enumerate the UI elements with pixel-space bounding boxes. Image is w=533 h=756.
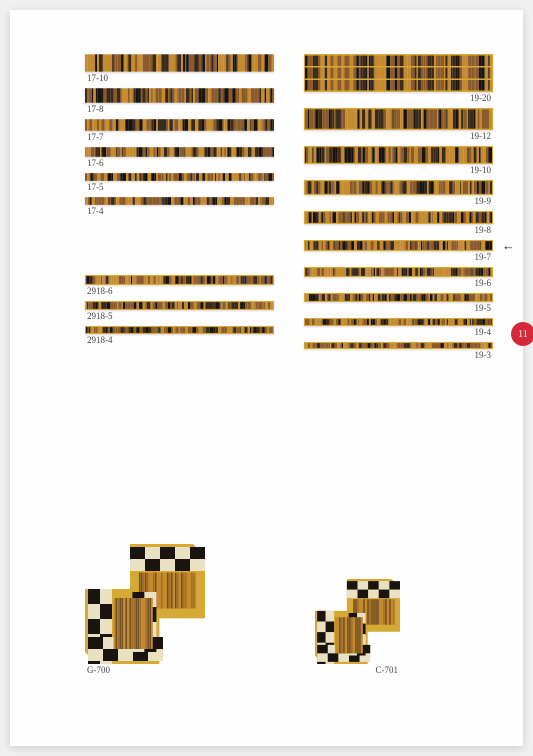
strip-label: 19-8 [473,224,494,236]
strip-sample: 19-6 [304,267,493,289]
strip-sample: 19-5 [304,293,493,314]
strip-sample: 19-3 [304,342,493,361]
strip-sample: 19-7← [304,240,493,263]
strip-sample: 2918-4 [85,326,274,346]
strip-label: 17-7 [85,131,106,143]
strip-sample: 19-4 [304,318,493,338]
strip-label: 17-6 [85,157,106,169]
strip-sample: 19-12 [304,108,493,142]
corner-sample: G-700 [85,544,205,676]
strip-sample: 2918-5 [85,301,274,322]
spacer [85,221,274,271]
strip-label: 19-12 [468,130,493,142]
strip-label: 2918-6 [85,285,115,297]
strip-sample: 17-8 [85,88,274,115]
strip-sample: 17-4 [85,197,274,217]
strip-label: 19-7 [473,251,494,263]
strip-sample: 17-6 [85,147,274,169]
strip-label: 2918-5 [85,310,115,322]
strip-label: 2918-4 [85,334,115,346]
corner-label: G-700 [85,664,112,676]
left-column: 17-10 17-8 17-7 17-6 17-5 17-4 2918-6 2918-5 291… [85,54,274,361]
strip-label: 17-4 [85,205,106,217]
strip-sample: 19-20 [304,54,493,104]
strip-label: 19-3 [473,349,494,361]
page-number-badge: 11 [511,322,533,346]
strip-label: 19-10 [468,164,493,176]
strip-label: 19-5 [473,302,494,314]
strip-sample: 19-10 [304,146,493,176]
strip-sample: 17-10 [85,54,274,84]
strip-columns: 17-10 17-8 17-7 17-6 17-5 17-4 2918-6 2918-5 291… [85,54,493,361]
strip-label: 19-9 [473,195,494,207]
corner-label: C-701 [374,664,401,676]
corner-sample: C-701 [315,579,400,676]
corner-samples: G-700 C-701 [85,544,493,676]
strip-label: 17-8 [85,103,106,115]
pointer-arrow: ← [502,238,515,254]
strip-sample: 2918-6 [85,275,274,297]
strip-sample: 17-7 [85,119,274,143]
right-column: 19-20 19-12 19-10 19-9 19-8 19-7← 19-6 19-5 19-4… [304,54,493,361]
strip-label: 17-5 [85,181,106,193]
strip-label: 19-20 [468,92,493,104]
strip-label: 19-4 [473,326,494,338]
strip-sample: 19-9 [304,180,493,207]
strip-label: 17-10 [85,72,110,84]
strip-sample: 17-5 [85,173,274,193]
strip-label: 19-6 [473,277,494,289]
catalog-page: 11 17-1017-817-717-617-517-42918-62918-5… [10,10,523,746]
strip-sample: 19-8 [304,211,493,236]
